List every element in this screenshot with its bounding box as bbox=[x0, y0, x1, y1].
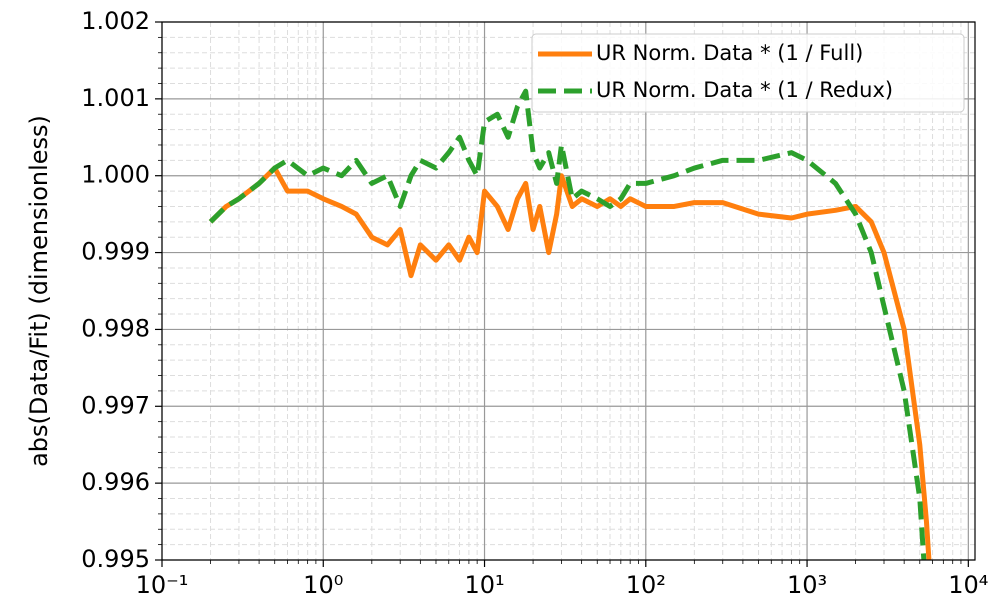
y-tick-label: 0.996 bbox=[81, 468, 150, 496]
y-tick-label: 1.000 bbox=[81, 161, 150, 189]
legend-label: UR Norm. Data * (1 / Full) bbox=[596, 41, 863, 65]
ticks: 10⁻¹ 10⁰ 10¹ 10² 10³ 10⁴ 0.995 0.996 0.997 0.998 0… bbox=[81, 7, 988, 599]
y-axis-label: abs(Data/Fit) (dimensionless) bbox=[25, 115, 53, 467]
y-tick-label: 1.002 bbox=[81, 7, 150, 35]
series-line bbox=[208, 165, 932, 560]
x-tick-label: 10⁰ bbox=[303, 571, 343, 599]
y-tick-label: 0.995 bbox=[81, 545, 150, 573]
y-tick-label: 1.001 bbox=[81, 84, 150, 112]
x-tick-label: 10¹ bbox=[464, 571, 504, 599]
x-tick-label: 10⁴ bbox=[948, 571, 988, 599]
legend: UR Norm. Data * (1 / Full) UR Norm. Data … bbox=[531, 33, 965, 113]
legend-label: UR Norm. Data * (1 / Redux) bbox=[596, 78, 893, 102]
x-tick-label: 10³ bbox=[787, 571, 827, 599]
y-tick-label: 0.999 bbox=[81, 238, 150, 266]
x-tick-label: 10⁻¹ bbox=[136, 571, 189, 599]
legend-box bbox=[531, 33, 965, 113]
axes-frame bbox=[161, 21, 976, 561]
y-tick-label: 0.997 bbox=[81, 391, 150, 419]
y-tick-label: 0.998 bbox=[81, 314, 150, 342]
series-line bbox=[208, 88, 927, 560]
x-tick-label: 10² bbox=[626, 571, 666, 599]
plot-area bbox=[208, 88, 932, 560]
